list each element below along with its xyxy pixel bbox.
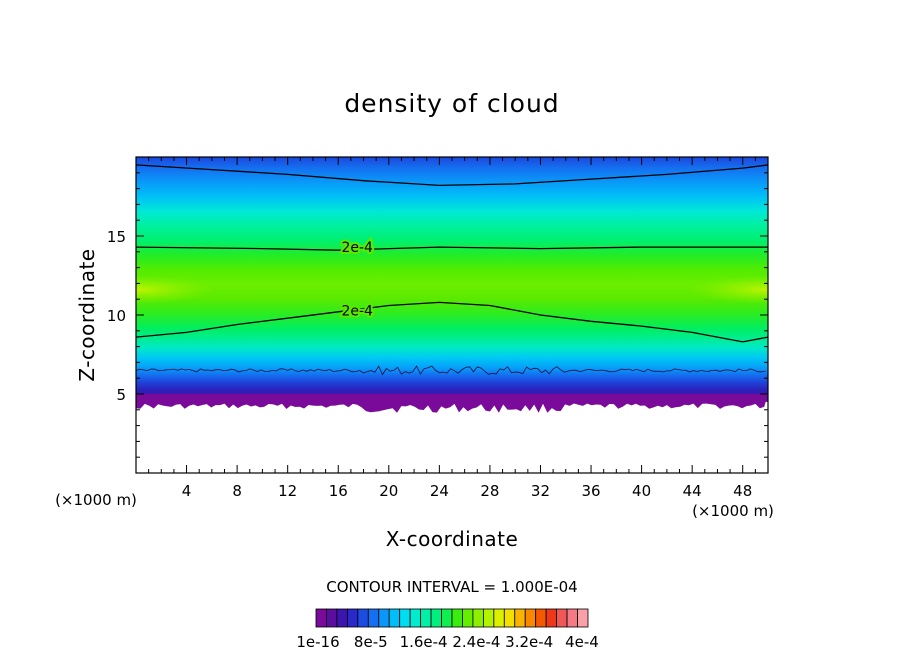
colorbar-swatch [535,608,547,628]
colorbar-swatch [566,608,578,628]
colorbar-swatch [346,608,359,628]
x-tick-label: 4 [182,482,192,500]
density-field [136,157,768,413]
colorbar-swatch [420,608,432,628]
colorbar-tick-label: 1.6e-4 [400,633,448,651]
x-unit-left: (×1000 m) [55,491,137,509]
colorbar-swatch [430,608,442,628]
colorbar-swatch [367,608,380,628]
y-tick-label: 5 [116,386,126,404]
contour-labels: 2e-4 2e-4 [339,238,375,321]
colorbar-swatch [493,608,505,628]
colorbar-swatch [315,608,327,628]
colorbar-swatch [514,608,526,628]
x-tick-label: 36 [581,482,600,500]
contour-label: 2e-4 [341,240,373,256]
colorbar-swatch [399,608,411,628]
colorbar-swatch [336,608,348,628]
x-tick-label: 28 [480,482,499,500]
colorbar-swatch [326,608,338,628]
contour-line [135,301,769,343]
x-tick-label: 12 [278,482,297,500]
lower-contour-trace [136,365,766,376]
contour-lines [135,164,769,343]
colorbar-tick-label: 8e-5 [354,633,388,651]
x-tick-label: 48 [733,482,752,500]
colorbar-ticks: 1e-16 8e-5 1.6e-4 2.4e-4 3.2e-4 4e-4 [296,633,599,651]
colorbar-swatch [357,608,369,628]
y-tick-label: 10 [107,307,126,325]
colorbar-swatch [524,608,537,628]
colorbar-swatch [472,608,484,628]
chart-title: density of cloud [344,89,559,118]
density-peak-right [688,275,768,304]
colorbar-swatch [556,608,568,628]
colorbar-tick-label: 1e-16 [296,633,339,651]
y-axis-label: Z-coordinate [75,248,99,381]
colorbar-swatch [378,608,390,628]
x-tick-label: 20 [379,482,398,500]
colorbar-swatch [545,608,558,628]
x-tick-label: 24 [430,482,449,500]
colorbar-swatch [388,608,401,628]
contour-interval-label: CONTOUR INTERVAL = 1.000E-04 [326,578,577,596]
colorbar-tick-label: 3.2e-4 [505,633,553,651]
colorbar-swatch [462,608,474,628]
contour-line [135,164,769,187]
colorbar-swatch [451,608,463,628]
cloud-base-edge [136,393,768,413]
y-tick-label: 15 [107,228,126,246]
colorbar-swatch [409,608,422,628]
colorbar-swatch [482,608,495,628]
x-tick-label: 16 [329,482,348,500]
colorbar-tick-label: 2.4e-4 [452,633,500,651]
colorbar-swatch [441,608,453,628]
x-axis-label: X-coordinate [386,527,519,551]
colorbar-swatch [503,608,516,628]
x-tick-label: 8 [232,482,242,500]
contour-label: 2e-4 [341,303,373,319]
density-band [136,157,768,402]
colorbar-swatch [577,608,589,628]
contour-line [135,246,768,251]
x-unit-right: (×1000 m) [692,502,774,520]
x-tick-label: 44 [683,482,702,500]
density-peak-left [136,275,216,304]
x-tick-label: 40 [632,482,651,500]
colorbar [315,608,589,628]
colorbar-tick-label: 4e-4 [565,633,599,651]
x-tick-label: 32 [531,482,550,500]
